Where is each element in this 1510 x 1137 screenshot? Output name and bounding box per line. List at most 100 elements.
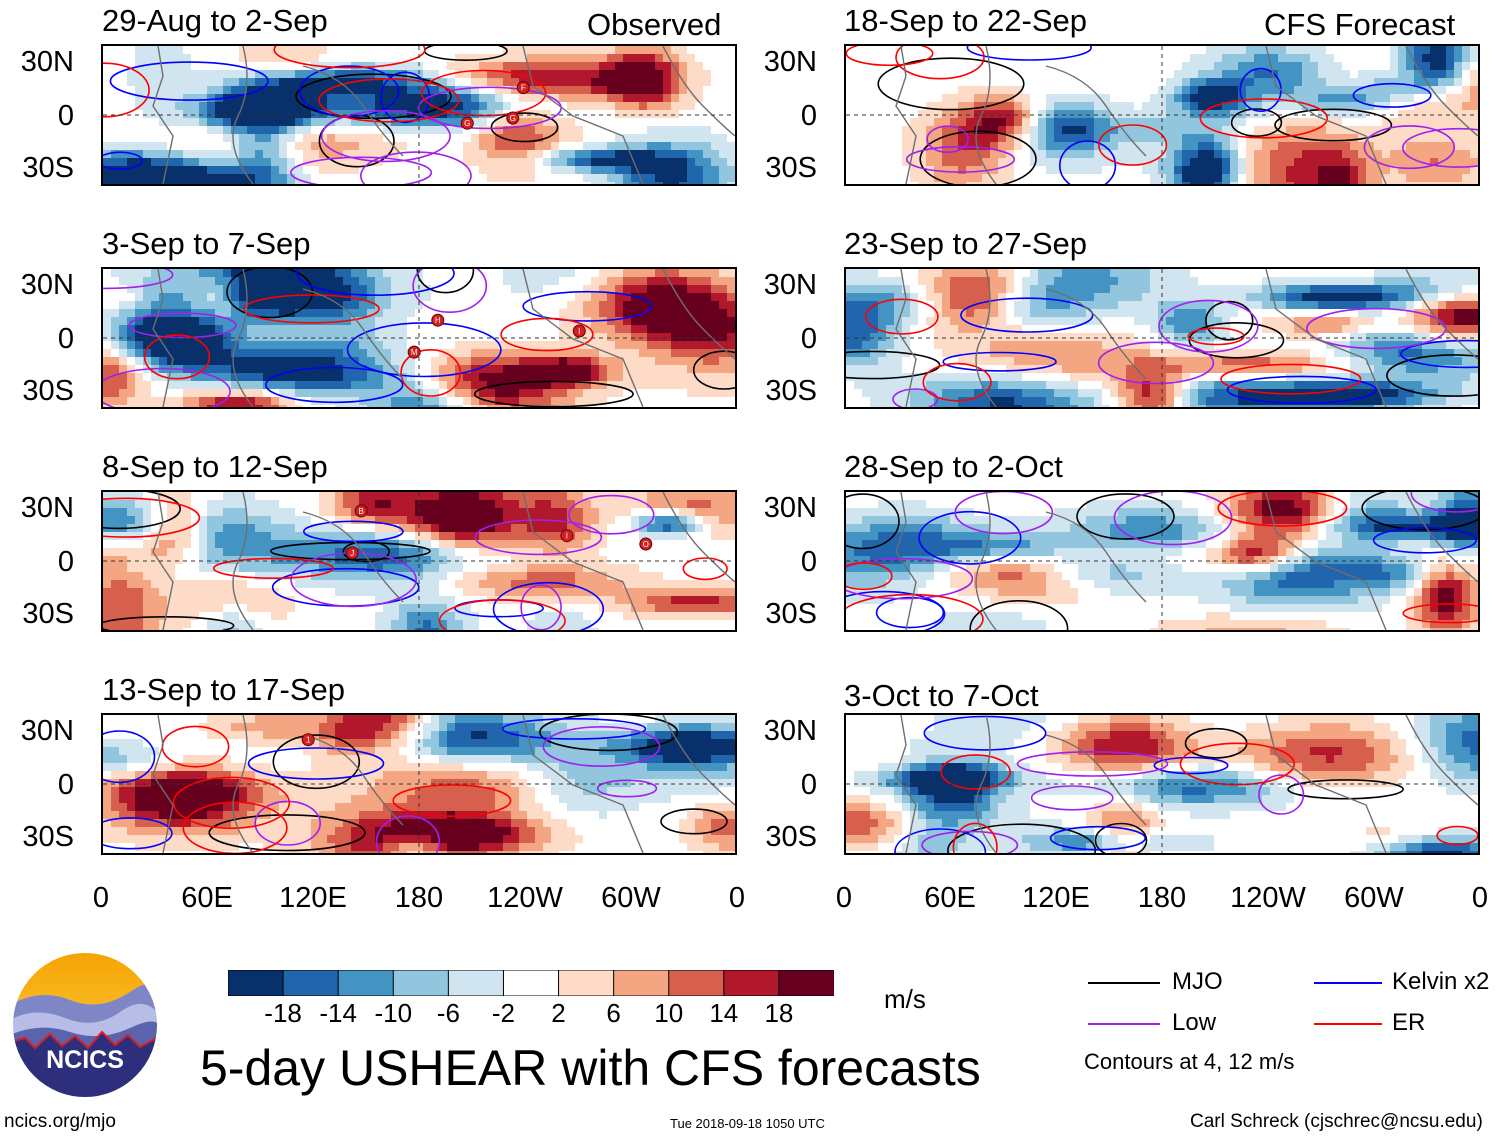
heatmap-cell <box>151 70 160 79</box>
heatmap-cell <box>479 763 488 772</box>
heatmap-cell <box>679 612 688 621</box>
heatmap-cell <box>111 755 120 764</box>
heatmap-cell <box>527 397 536 406</box>
heatmap-cell <box>279 277 288 286</box>
heatmap-cell <box>463 556 472 565</box>
heatmap-cell <box>143 516 152 525</box>
heatmap-cell <box>103 612 112 621</box>
heatmap-cell <box>367 564 376 573</box>
heatmap-cell <box>695 285 704 294</box>
heatmap-cell <box>207 588 216 597</box>
heatmap-cell <box>551 508 560 517</box>
heatmap-cell <box>647 564 656 573</box>
heatmap-cell <box>319 540 328 549</box>
heatmap-cell <box>727 763 735 772</box>
heatmap-cell <box>271 158 280 167</box>
heatmap-cell <box>503 620 512 629</box>
heatmap-cell <box>127 341 136 350</box>
heatmap-cell <box>375 389 384 398</box>
heatmap-cell <box>463 62 472 71</box>
heatmap-cell <box>631 142 640 151</box>
heatmap-cell <box>215 755 224 764</box>
heatmap-cell <box>399 739 408 748</box>
heatmap-cell <box>335 357 344 366</box>
heatmap-cell <box>623 166 632 175</box>
heatmap-cell <box>143 166 152 175</box>
heatmap-cell <box>159 301 168 310</box>
heatmap-cell <box>151 78 160 87</box>
heatmap-cell <box>271 142 280 151</box>
heatmap-cell <box>159 397 168 406</box>
heatmap-cell <box>127 166 136 175</box>
heatmap-cell <box>695 309 704 318</box>
heatmap-cell <box>471 405 480 407</box>
heatmap-cell <box>191 365 200 374</box>
heatmap-cell <box>719 309 728 318</box>
heatmap-cell <box>431 596 440 605</box>
heatmap-cell <box>279 389 288 398</box>
heatmap-cell <box>327 46 336 55</box>
heatmap-cell <box>239 596 248 605</box>
heatmap-cell <box>135 556 144 565</box>
heatmap-cell <box>311 405 320 407</box>
heatmap-cell <box>599 333 608 342</box>
heatmap-cell <box>135 150 144 159</box>
heatmap-cell <box>527 524 536 533</box>
heatmap-cell <box>415 86 424 95</box>
heatmap-cell <box>191 269 200 278</box>
heatmap-cell <box>607 158 616 167</box>
heatmap-cell <box>479 309 488 318</box>
heatmap-cell <box>703 317 712 326</box>
heatmap-cell <box>583 755 592 764</box>
heatmap-cell <box>655 389 664 398</box>
heatmap-cell <box>703 580 712 589</box>
heatmap-cell <box>487 532 496 541</box>
heatmap-cell <box>455 94 464 103</box>
heatmap-cell <box>399 70 408 79</box>
heatmap-cell <box>607 405 616 407</box>
heatmap-cell <box>471 62 480 71</box>
heatmap-cell <box>447 118 456 127</box>
heatmap-cell <box>423 397 432 406</box>
heatmap-cell <box>607 174 616 183</box>
heatmap-cell <box>175 747 184 756</box>
heatmap-cell <box>295 500 304 509</box>
heatmap-cell <box>167 293 176 302</box>
heatmap-cell <box>511 357 520 366</box>
heatmap-cell <box>287 564 296 573</box>
heatmap-cell <box>599 580 608 589</box>
heatmap-cell <box>175 596 184 605</box>
heatmap-cell <box>207 620 216 629</box>
heatmap-cell <box>607 588 616 597</box>
heatmap-cell <box>367 325 376 334</box>
heatmap-cell <box>711 365 720 374</box>
heatmap-cell <box>631 516 640 525</box>
heatmap-cell <box>511 715 520 724</box>
heatmap-cell <box>175 285 184 294</box>
heatmap-cell <box>679 317 688 326</box>
heatmap-cell <box>311 572 320 581</box>
heatmap-cell <box>455 588 464 597</box>
heatmap-cell <box>399 174 408 183</box>
heatmap-cell <box>479 301 488 310</box>
heatmap-cell <box>159 110 168 119</box>
heatmap-cell <box>143 397 152 406</box>
heatmap-cell <box>695 723 704 732</box>
heatmap-cell <box>279 508 288 517</box>
y-tick-label: 30N <box>763 269 817 301</box>
heatmap-cell <box>583 174 592 183</box>
heatmap-cell <box>623 628 632 630</box>
heatmap-cell <box>431 715 440 724</box>
heatmap-cell <box>671 142 680 151</box>
heatmap-cell <box>175 94 184 103</box>
heatmap-cell <box>343 78 352 87</box>
heatmap-cell <box>631 580 640 589</box>
heatmap-cell <box>511 333 520 342</box>
heatmap-cell <box>351 381 360 390</box>
heatmap-cell <box>295 381 304 390</box>
heatmap-cell <box>111 357 120 366</box>
heatmap-cell <box>119 508 128 517</box>
heatmap-cell <box>727 612 735 621</box>
heatmap-cell <box>127 150 136 159</box>
heatmap-cell <box>311 166 320 175</box>
